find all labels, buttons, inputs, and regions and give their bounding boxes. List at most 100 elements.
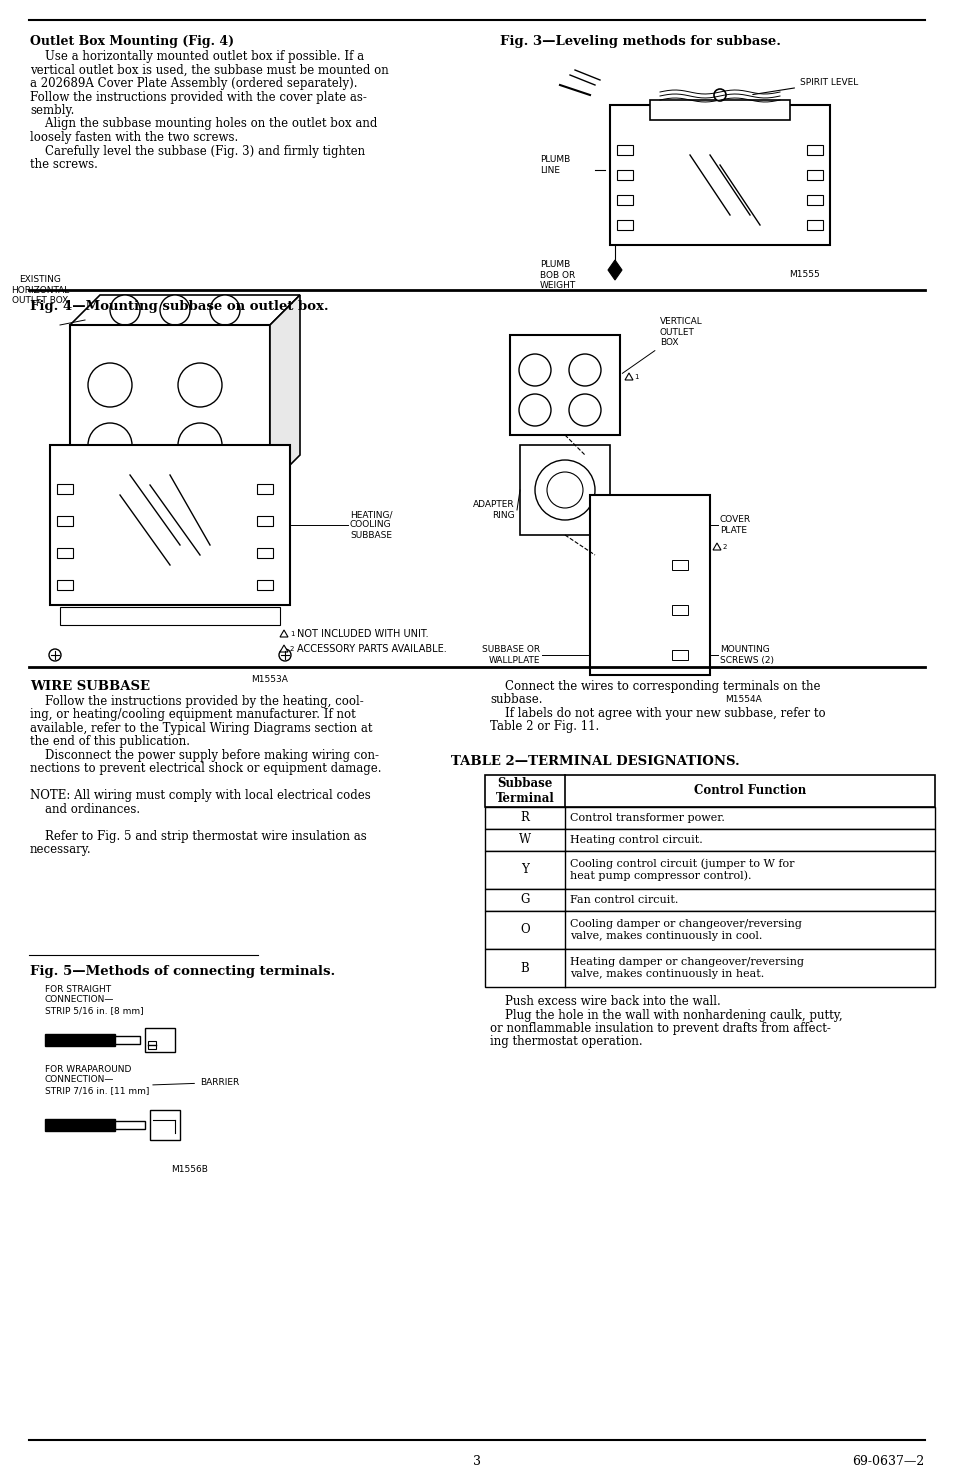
Bar [484,948,934,987]
Text: or nonflammable insulation to prevent drafts from affect-: or nonflammable insulation to prevent dr… [490,1022,830,1035]
Text: Control Function: Control Function [693,785,805,798]
Text: ing, or heating/cooling equipment manufacturer. If not: ing, or heating/cooling equipment manufa… [30,708,355,721]
Bar [57,516,73,527]
Text: necessary.: necessary. [30,844,91,857]
Text: 3: 3 [473,1454,480,1468]
Bar [484,912,934,948]
Bar [256,484,273,494]
Bar [256,549,273,558]
Text: Fig. 4—Mounting subbase on outlet box.: Fig. 4—Mounting subbase on outlet box. [30,299,328,313]
Text: Control transformer power.: Control transformer power. [569,813,724,823]
Text: Align the subbase mounting holes on the outlet box and: Align the subbase mounting holes on the … [30,118,377,130]
Text: Cooling damper or changeover/reversing
valve, makes continuously in cool.: Cooling damper or changeover/reversing v… [569,919,801,941]
Polygon shape [280,645,288,652]
Bar [649,100,789,119]
Text: loosely fasten with the two screws.: loosely fasten with the two screws. [30,131,238,145]
Text: available, refer to the Typical Wiring Diagrams section at: available, refer to the Typical Wiring D… [30,721,372,735]
Polygon shape [712,543,720,550]
Text: Plug the hole in the wall with nonhardening caulk, putty,: Plug the hole in the wall with nonharden… [490,1009,841,1022]
Text: If labels do not agree with your new subbase, refer to: If labels do not agree with your new sub… [490,707,824,720]
Circle shape [535,460,595,521]
Polygon shape [70,295,299,324]
Circle shape [278,649,291,661]
Circle shape [178,363,222,407]
Text: M1555: M1555 [788,270,820,279]
Circle shape [210,295,240,324]
Circle shape [568,354,600,386]
Text: M1556B: M1556B [172,1165,208,1174]
Text: R: R [520,811,529,825]
Text: VERTICAL
OUTLET
BOX: VERTICAL OUTLET BOX [621,317,702,373]
Bar [115,1121,145,1128]
Circle shape [178,423,222,468]
Bar [617,170,633,180]
Bar [806,145,822,155]
Bar [50,445,290,605]
Text: WIRE SUBBASE: WIRE SUBBASE [30,680,150,693]
Text: SUBBASE OR
WALLPLATE: SUBBASE OR WALLPLATE [481,645,539,665]
Bar [484,851,934,889]
Text: Heating control circuit.: Heating control circuit. [569,835,702,845]
Bar [617,145,633,155]
Bar [57,484,73,494]
Text: Fan control circuit.: Fan control circuit. [569,895,678,906]
Bar [57,580,73,590]
Text: Use a horizontally mounted outlet box if possible. If a: Use a horizontally mounted outlet box if… [30,50,364,63]
Text: Subbase
Terminal: Subbase Terminal [496,777,554,805]
Text: NOTE: All wiring must comply with local electrical codes: NOTE: All wiring must comply with local … [30,789,371,802]
Text: subbase.: subbase. [490,693,542,707]
Bar [589,496,709,676]
Text: M1554A: M1554A [724,695,760,704]
Circle shape [568,394,600,426]
Bar [484,889,934,912]
Text: TABLE 2—TERMINAL DESIGNATIONS.: TABLE 2—TERMINAL DESIGNATIONS. [450,755,739,768]
Text: Cooling control circuit (jumper to W for
heat pump compressor control).: Cooling control circuit (jumper to W for… [569,858,794,882]
Text: the screws.: the screws. [30,158,98,171]
Text: a 202689A Cover Plate Assembly (ordered separately).: a 202689A Cover Plate Assembly (ordered … [30,77,357,90]
Bar [484,807,934,829]
Polygon shape [280,630,288,637]
Text: Fig. 5—Methods of connecting terminals.: Fig. 5—Methods of connecting terminals. [30,965,335,978]
Text: Disconnect the power supply before making wiring con-: Disconnect the power supply before makin… [30,749,378,763]
Text: Table 2 or Fig. 11.: Table 2 or Fig. 11. [490,720,598,733]
Polygon shape [607,260,621,280]
Text: 1: 1 [290,631,294,637]
Text: FOR STRAIGHT
CONNECTION—
STRIP 5/16 in. [8 mm]: FOR STRAIGHT CONNECTION— STRIP 5/16 in. … [45,985,144,1015]
Bar [70,324,270,485]
Text: BARRIER: BARRIER [152,1078,239,1087]
Text: Push excess wire back into the wall.: Push excess wire back into the wall. [490,996,720,1007]
Text: MOUNTING
SCREWS (2): MOUNTING SCREWS (2) [720,645,773,665]
Bar [519,445,609,535]
Bar [115,1035,140,1044]
Bar [256,580,273,590]
Circle shape [160,295,190,324]
Text: EXISTING
HORIZONTAL
OUTLET BOX: EXISTING HORIZONTAL OUTLET BOX [10,276,69,305]
Text: G: G [519,894,529,907]
Bar [671,560,687,569]
Text: sembly.: sembly. [30,105,74,117]
Text: the end of this publication.: the end of this publication. [30,736,190,748]
Circle shape [110,295,140,324]
Text: Follow the instructions provided by the heating, cool-: Follow the instructions provided by the … [30,695,363,708]
Text: COVER
PLATE: COVER PLATE [720,515,750,535]
Text: 69-0637—2: 69-0637—2 [851,1454,923,1468]
Bar [617,195,633,205]
Text: M1553A: M1553A [252,676,288,684]
Circle shape [49,649,61,661]
Bar [45,1034,115,1046]
Text: Y: Y [520,863,528,876]
Bar [145,1028,174,1052]
Text: Refer to Fig. 5 and strip thermostat wire insulation as: Refer to Fig. 5 and strip thermostat wir… [30,830,366,844]
Text: nections to prevent electrical shock or equipment damage.: nections to prevent electrical shock or … [30,763,381,776]
Bar [510,335,619,435]
Circle shape [88,423,132,468]
Bar [671,650,687,659]
Circle shape [546,472,582,507]
Bar [806,220,822,230]
Text: ADAPTER
RING: ADAPTER RING [473,500,515,519]
Bar [806,195,822,205]
Polygon shape [624,373,633,381]
Circle shape [518,394,551,426]
Text: PLUMB
LINE: PLUMB LINE [539,155,570,174]
Bar [148,1041,156,1049]
